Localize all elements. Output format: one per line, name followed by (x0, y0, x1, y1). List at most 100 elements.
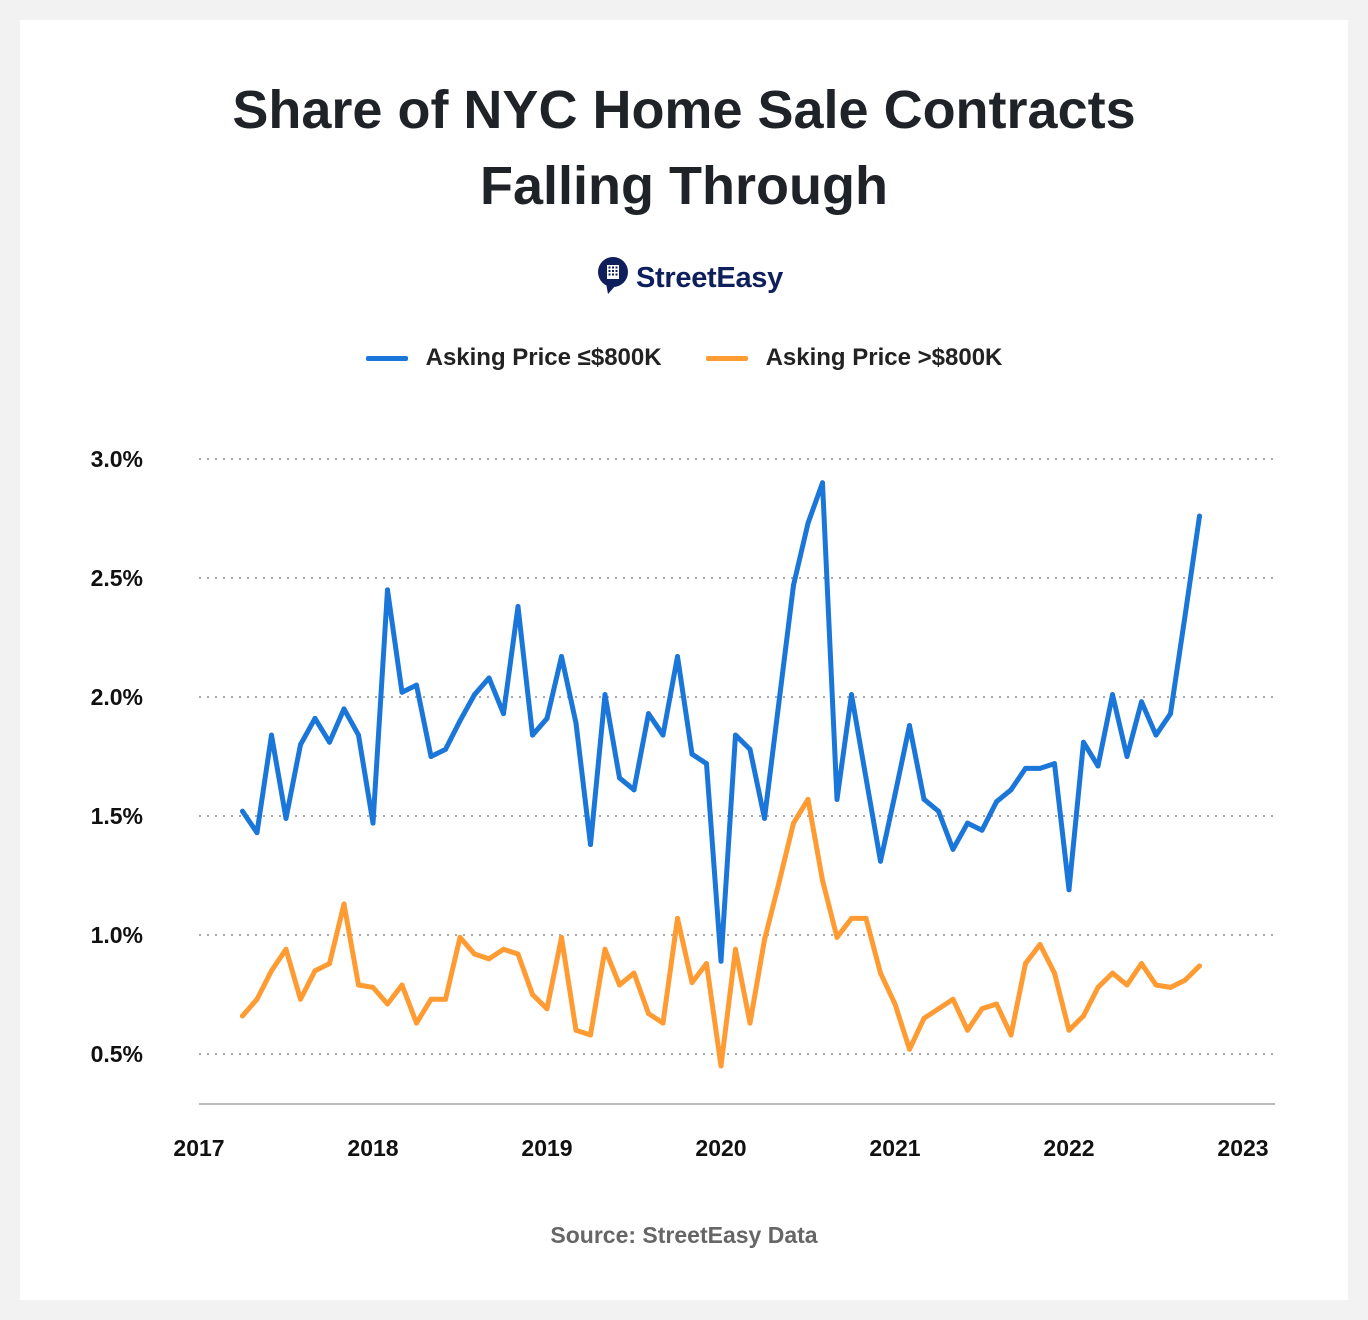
data-point (1110, 970, 1115, 976)
data-point (501, 711, 506, 717)
data-point (530, 992, 535, 998)
data-point (704, 761, 709, 767)
data-point (298, 996, 303, 1002)
data-point (892, 1001, 898, 1007)
data-point (399, 982, 405, 988)
data-point (791, 582, 796, 588)
data-point (921, 1015, 927, 1021)
y-tick-label: 2.0% (91, 684, 143, 710)
data-point (283, 815, 289, 821)
data-point (1139, 961, 1144, 967)
y-tick-label: 1.5% (91, 803, 143, 829)
data-point (544, 1006, 550, 1012)
data-point (892, 792, 898, 798)
x-tick-label: 2018 (347, 1135, 398, 1161)
data-point (486, 675, 492, 681)
data-point (385, 1001, 390, 1007)
title-line-1: Share of NYC Home Sale Contracts (232, 80, 1136, 140)
data-point (776, 880, 782, 886)
legend-swatch-blue (365, 355, 408, 361)
data-point (1023, 961, 1028, 967)
data-point (950, 996, 956, 1002)
data-point (1168, 711, 1173, 717)
y-tick-label: 2.5% (91, 565, 143, 591)
data-point (1182, 977, 1188, 983)
data-point (950, 846, 956, 852)
data-point (240, 808, 245, 814)
data-point (588, 1032, 593, 1038)
data-point (820, 877, 825, 883)
data-point (1023, 765, 1028, 771)
data-point (834, 796, 840, 802)
data-point (443, 996, 448, 1002)
x-tick-label: 2022 (1043, 1135, 1094, 1161)
logo-text: StreetEasy (636, 261, 783, 294)
data-point (1124, 754, 1130, 760)
data-point (863, 915, 869, 921)
data-point (1095, 984, 1101, 990)
data-point (718, 1063, 724, 1069)
data-point (240, 1013, 245, 1019)
data-point (617, 982, 622, 988)
chart-title: Share of NYC Home Sale Contracts Falling… (0, 72, 1368, 224)
data-point (1052, 761, 1057, 767)
x-tick-label: 2019 (521, 1135, 572, 1161)
data-point (805, 520, 811, 526)
data-point (1008, 787, 1014, 793)
data-point (689, 751, 695, 757)
data-point (312, 968, 318, 974)
data-point (689, 980, 695, 986)
data-point (979, 1006, 985, 1012)
data-point (312, 715, 318, 721)
data-point (660, 1020, 666, 1026)
data-point (515, 604, 521, 610)
data-point (501, 946, 506, 952)
data-point (762, 815, 767, 821)
chart-card (20, 20, 1348, 1300)
data-point (1197, 513, 1202, 519)
data-point (414, 682, 419, 688)
data-point (936, 1006, 941, 1012)
data-point (1153, 982, 1159, 988)
data-point (1066, 1027, 1072, 1033)
series-line-low (240, 480, 1202, 964)
data-point (544, 715, 550, 721)
data-point (631, 970, 637, 976)
data-point (805, 796, 811, 802)
data-point (559, 934, 564, 940)
data-point (370, 820, 376, 826)
title-line-2: Falling Through (480, 156, 888, 216)
data-point (820, 480, 825, 486)
data-point (733, 946, 738, 952)
data-point (327, 739, 332, 745)
data-point (704, 961, 709, 967)
data-point (907, 1046, 912, 1052)
data-point (921, 796, 927, 802)
data-point (617, 775, 622, 781)
legend-label-low: Asking Price ≤$800K (425, 344, 662, 371)
data-point (747, 1020, 753, 1026)
data-point (341, 901, 347, 907)
streeteasy-logo: StreetEasy (596, 256, 783, 298)
data-point (863, 775, 869, 781)
data-point (385, 587, 390, 593)
data-point (646, 711, 651, 717)
data-point (472, 951, 477, 957)
legend-swatch-orange (705, 355, 748, 361)
data-point (907, 723, 912, 729)
data-point (747, 746, 753, 752)
x-tick-label: 2023 (1217, 1135, 1268, 1161)
data-point (1095, 763, 1101, 769)
legend: Asking Price ≤$800K Asking Price >$800K (0, 344, 1368, 372)
data-point (936, 808, 941, 814)
data-point (283, 946, 289, 952)
data-point (733, 732, 738, 738)
data-point (559, 654, 564, 660)
data-point (1081, 739, 1086, 745)
data-point (849, 692, 854, 698)
data-point (762, 937, 767, 943)
data-point (443, 746, 448, 752)
data-point (370, 984, 376, 990)
data-point (979, 827, 985, 833)
x-tick-label: 2021 (869, 1135, 920, 1161)
